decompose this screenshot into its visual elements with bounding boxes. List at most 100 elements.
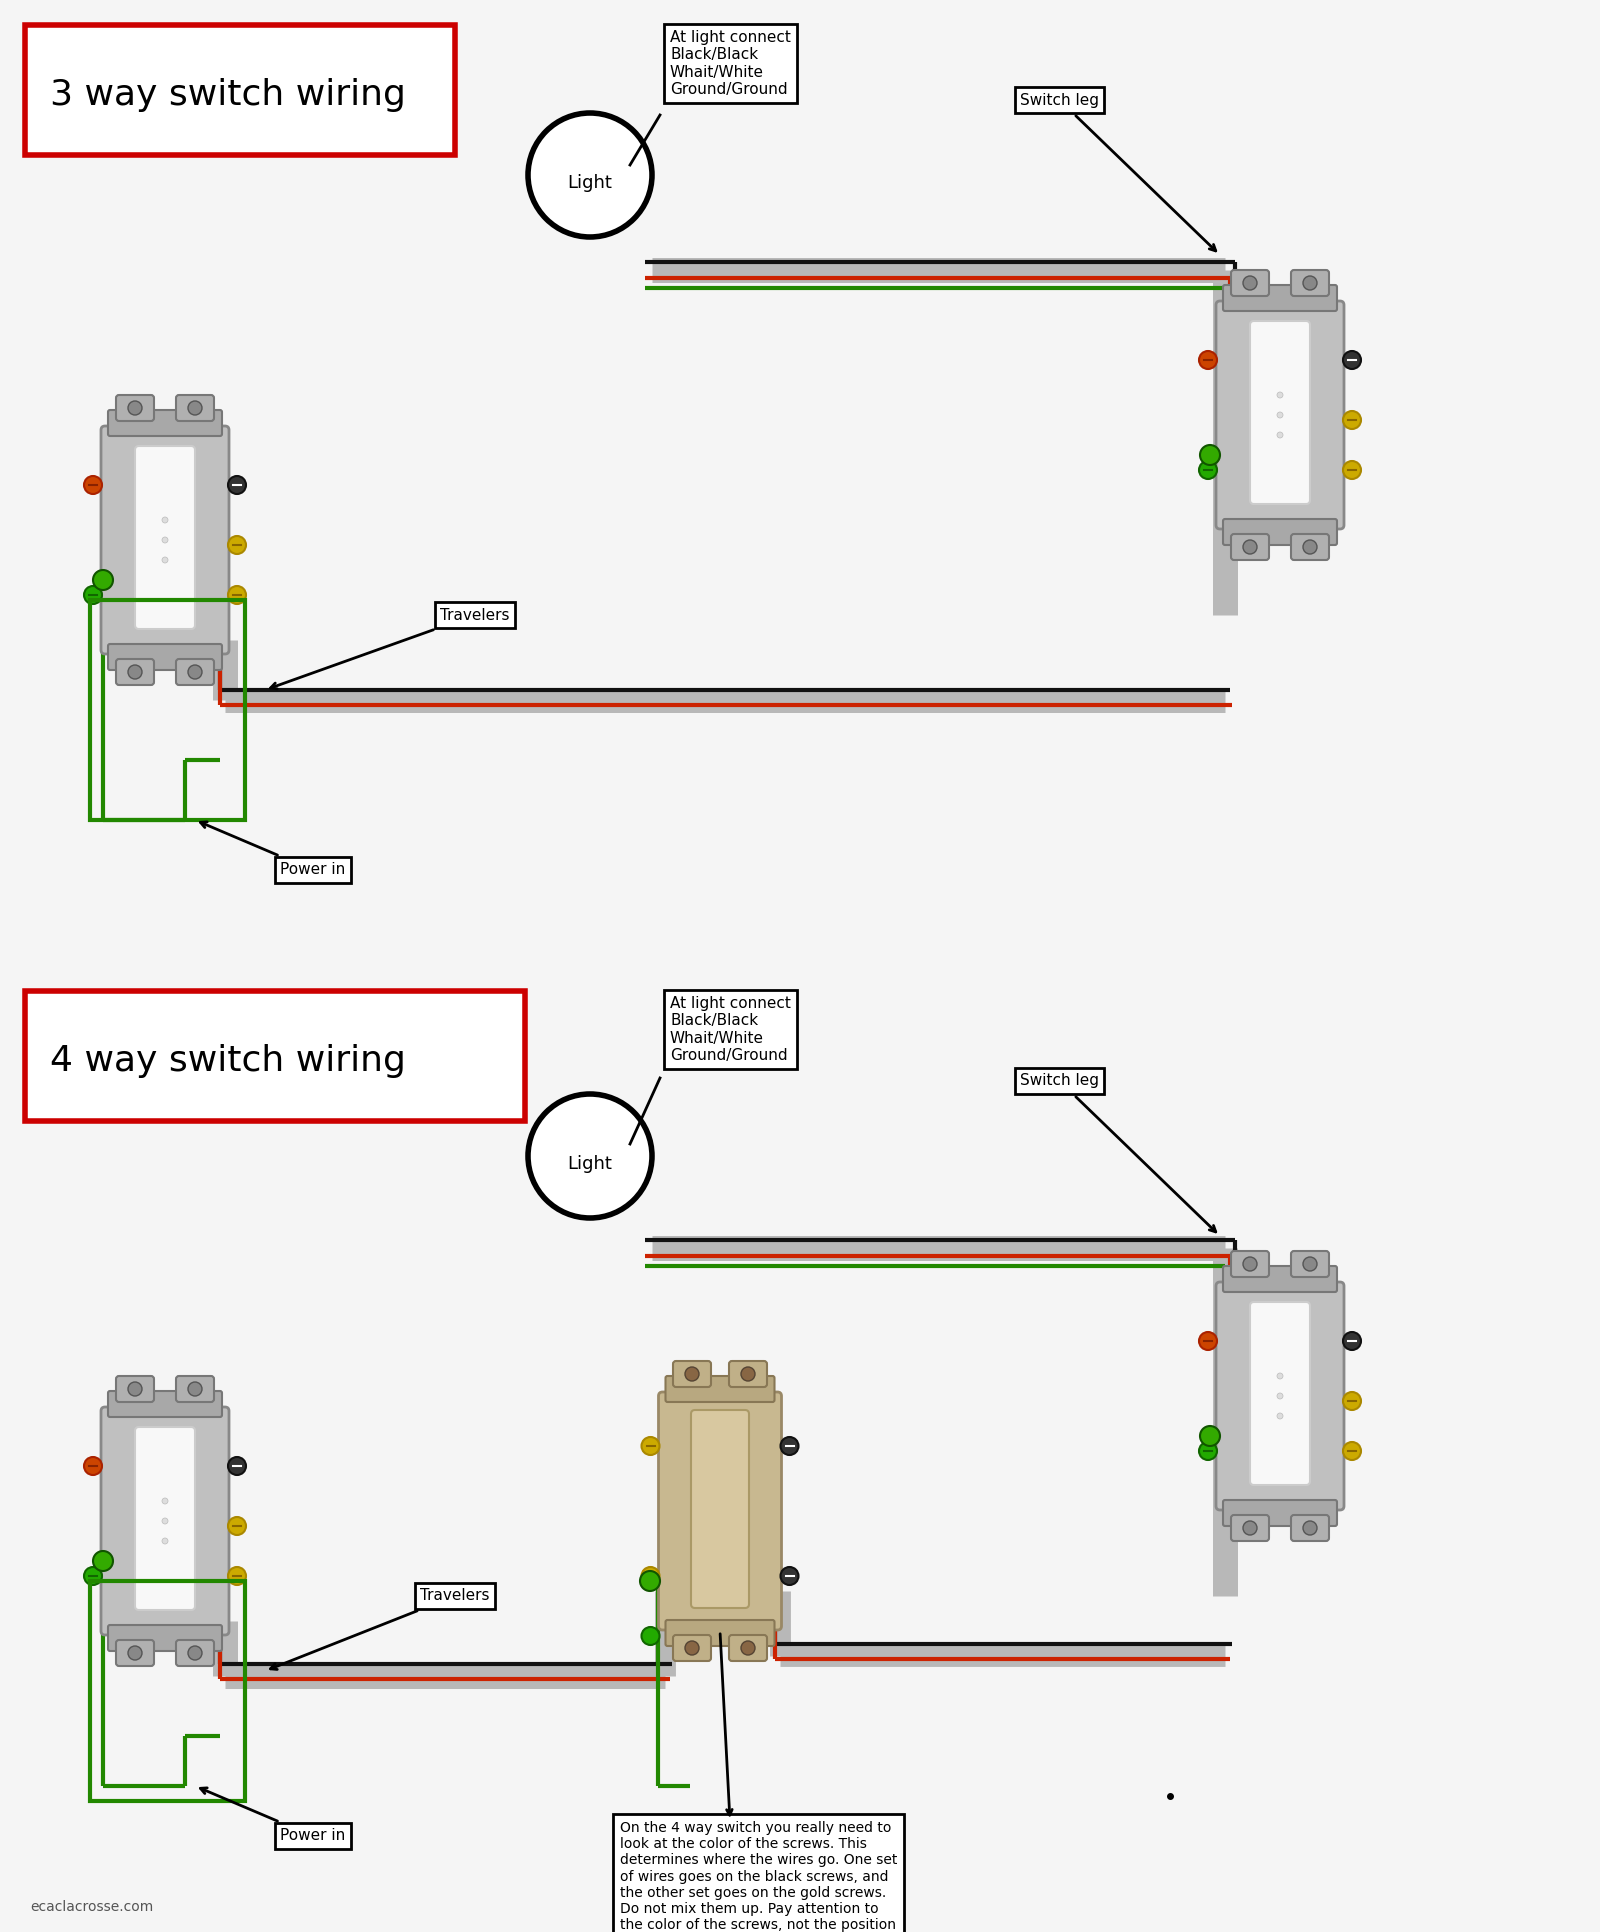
Circle shape bbox=[128, 402, 142, 415]
Circle shape bbox=[189, 1381, 202, 1397]
Text: Switch leg: Switch leg bbox=[1021, 93, 1216, 251]
FancyBboxPatch shape bbox=[1222, 1499, 1338, 1526]
FancyBboxPatch shape bbox=[1291, 1515, 1330, 1542]
Circle shape bbox=[741, 1368, 755, 1381]
Circle shape bbox=[1342, 1441, 1362, 1461]
Circle shape bbox=[189, 665, 202, 678]
FancyBboxPatch shape bbox=[176, 1640, 214, 1665]
Bar bbox=[90, 601, 245, 819]
FancyBboxPatch shape bbox=[1222, 286, 1338, 311]
Circle shape bbox=[1342, 352, 1362, 369]
FancyBboxPatch shape bbox=[1250, 321, 1310, 504]
Circle shape bbox=[162, 537, 168, 543]
Circle shape bbox=[229, 1567, 246, 1584]
Circle shape bbox=[1277, 433, 1283, 439]
Circle shape bbox=[1302, 276, 1317, 290]
Circle shape bbox=[1200, 444, 1221, 466]
FancyBboxPatch shape bbox=[115, 394, 154, 421]
Circle shape bbox=[128, 1646, 142, 1660]
FancyBboxPatch shape bbox=[691, 1410, 749, 1607]
FancyBboxPatch shape bbox=[730, 1360, 766, 1387]
Circle shape bbox=[528, 112, 653, 238]
FancyBboxPatch shape bbox=[674, 1360, 710, 1387]
Circle shape bbox=[781, 1567, 798, 1584]
Circle shape bbox=[162, 518, 168, 524]
Circle shape bbox=[642, 1437, 659, 1455]
FancyBboxPatch shape bbox=[134, 446, 195, 630]
FancyBboxPatch shape bbox=[26, 991, 525, 1121]
Text: Power in: Power in bbox=[200, 1787, 346, 1843]
Text: Switch leg: Switch leg bbox=[1021, 1074, 1216, 1233]
Text: Travelers: Travelers bbox=[270, 1588, 490, 1669]
Circle shape bbox=[1198, 462, 1218, 479]
Text: Travelers: Travelers bbox=[270, 607, 509, 690]
FancyBboxPatch shape bbox=[1230, 533, 1269, 560]
FancyBboxPatch shape bbox=[109, 1391, 222, 1416]
Circle shape bbox=[128, 1381, 142, 1397]
Text: ecaclacrosse.com: ecaclacrosse.com bbox=[30, 1899, 154, 1915]
Circle shape bbox=[83, 475, 102, 495]
Circle shape bbox=[1277, 412, 1283, 417]
Circle shape bbox=[741, 1640, 755, 1656]
FancyBboxPatch shape bbox=[1222, 520, 1338, 545]
FancyBboxPatch shape bbox=[1230, 1252, 1269, 1277]
FancyBboxPatch shape bbox=[115, 1376, 154, 1403]
Circle shape bbox=[83, 1457, 102, 1474]
FancyBboxPatch shape bbox=[1230, 1515, 1269, 1542]
Circle shape bbox=[189, 1646, 202, 1660]
Circle shape bbox=[189, 402, 202, 415]
Circle shape bbox=[1302, 1520, 1317, 1536]
Text: 3 way switch wiring: 3 way switch wiring bbox=[50, 77, 406, 112]
Circle shape bbox=[1200, 1426, 1221, 1445]
FancyBboxPatch shape bbox=[674, 1634, 710, 1662]
Circle shape bbox=[162, 1538, 168, 1544]
Text: On the 4 way switch you really need to
look at the color of the screws. This
det: On the 4 way switch you really need to l… bbox=[621, 1822, 898, 1932]
Circle shape bbox=[83, 585, 102, 605]
FancyBboxPatch shape bbox=[1216, 301, 1344, 529]
Circle shape bbox=[1342, 1331, 1362, 1350]
FancyBboxPatch shape bbox=[666, 1621, 774, 1646]
Circle shape bbox=[229, 1457, 246, 1474]
Circle shape bbox=[229, 535, 246, 554]
FancyBboxPatch shape bbox=[1250, 1302, 1310, 1486]
Circle shape bbox=[685, 1640, 699, 1656]
Circle shape bbox=[1243, 276, 1258, 290]
FancyBboxPatch shape bbox=[101, 425, 229, 655]
FancyBboxPatch shape bbox=[109, 410, 222, 437]
FancyBboxPatch shape bbox=[101, 1406, 229, 1634]
FancyBboxPatch shape bbox=[1291, 533, 1330, 560]
Circle shape bbox=[1342, 462, 1362, 479]
FancyBboxPatch shape bbox=[1222, 1265, 1338, 1293]
Circle shape bbox=[229, 585, 246, 605]
Circle shape bbox=[1198, 1441, 1218, 1461]
FancyBboxPatch shape bbox=[730, 1634, 766, 1662]
Circle shape bbox=[83, 1567, 102, 1584]
Circle shape bbox=[1302, 541, 1317, 554]
Circle shape bbox=[1198, 1331, 1218, 1350]
Circle shape bbox=[93, 570, 114, 589]
FancyBboxPatch shape bbox=[115, 659, 154, 686]
FancyBboxPatch shape bbox=[115, 1640, 154, 1665]
Circle shape bbox=[685, 1368, 699, 1381]
FancyBboxPatch shape bbox=[109, 1625, 222, 1652]
Circle shape bbox=[128, 665, 142, 678]
Circle shape bbox=[162, 1519, 168, 1524]
FancyBboxPatch shape bbox=[659, 1391, 781, 1631]
Circle shape bbox=[781, 1437, 798, 1455]
Circle shape bbox=[1277, 392, 1283, 398]
Circle shape bbox=[162, 1497, 168, 1503]
Circle shape bbox=[1243, 1520, 1258, 1536]
Circle shape bbox=[162, 556, 168, 562]
Text: Light: Light bbox=[568, 1155, 613, 1173]
Circle shape bbox=[640, 1571, 661, 1590]
Circle shape bbox=[1277, 1412, 1283, 1418]
FancyBboxPatch shape bbox=[1216, 1283, 1344, 1511]
Circle shape bbox=[1342, 1391, 1362, 1410]
Text: 4 way switch wiring: 4 way switch wiring bbox=[50, 1043, 406, 1078]
FancyBboxPatch shape bbox=[176, 659, 214, 686]
FancyBboxPatch shape bbox=[109, 643, 222, 670]
Circle shape bbox=[229, 1517, 246, 1536]
FancyBboxPatch shape bbox=[666, 1376, 774, 1403]
Circle shape bbox=[1277, 1374, 1283, 1379]
FancyBboxPatch shape bbox=[134, 1428, 195, 1609]
